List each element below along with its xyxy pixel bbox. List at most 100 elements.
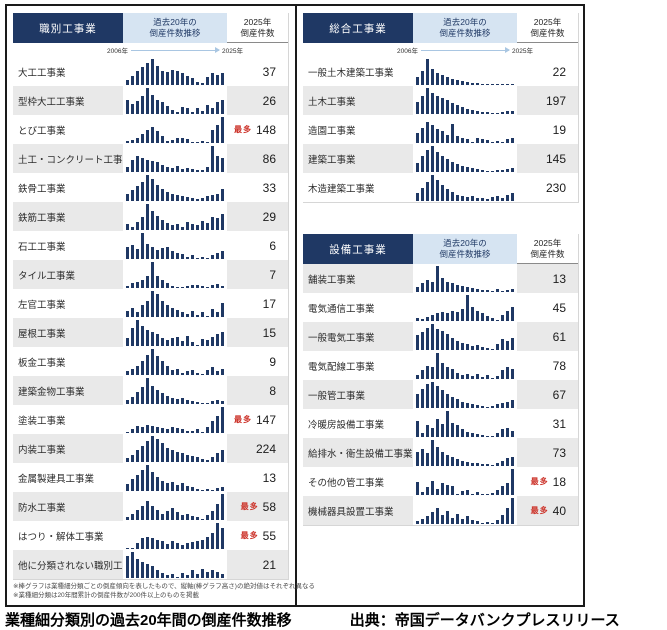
sparkline-bar: [151, 566, 154, 578]
sparkline-bar: [126, 310, 129, 317]
sparkline-bar: [151, 262, 154, 288]
axis-row: 2006年 2025年: [13, 43, 288, 57]
count-cell: 13: [517, 264, 578, 293]
trend-chart-cell: [413, 293, 517, 322]
sparkline-bar: [131, 245, 134, 259]
sparkline-bar: [506, 401, 509, 408]
sparkline-bar: [211, 255, 214, 259]
sparkline-bar: [486, 521, 489, 524]
sparkline-bar: [126, 371, 129, 375]
sparkline-bar: [506, 83, 509, 85]
table-title: 設備工事業: [303, 234, 413, 264]
sparkline-bar: [171, 574, 174, 578]
sparkline-bar: [201, 221, 204, 230]
sparkline-bar: [171, 508, 174, 520]
row-label: 他に分類されない職別工事業: [13, 550, 123, 579]
sparkline-bar: [421, 433, 424, 437]
sparkline-bar: [171, 397, 174, 404]
sparkline-bar: [476, 344, 479, 350]
sparkline-bar: [421, 492, 424, 495]
sparkline-bar: [176, 542, 179, 549]
sparkline-bar: [431, 382, 434, 408]
table-title: 総合工事業: [303, 13, 413, 43]
sparkline-bar: [191, 285, 194, 288]
sparkline-bar: [506, 483, 509, 495]
count-value: 86: [262, 151, 276, 166]
row-label: 一般土木建築工事業: [303, 57, 413, 86]
sparkline-bar: [206, 514, 209, 520]
sparkline-bar: [456, 105, 459, 114]
sparkline-bar: [476, 521, 479, 524]
sparkline-bar: [501, 429, 504, 437]
sparkline-bar: [166, 340, 169, 346]
count-value: 29: [262, 209, 276, 224]
sparkline-bar: [481, 376, 484, 379]
sparkline-bar: [196, 373, 199, 375]
sparkline-bar: [126, 193, 129, 201]
trend-chart-cell: [123, 231, 227, 260]
sparkline-bar: [416, 482, 419, 495]
sparkline-bar: [126, 285, 129, 288]
sparkline-bar: [511, 110, 514, 114]
sparkline-bar: [136, 281, 139, 288]
sparkline-bar: [141, 325, 144, 346]
sparkline-bar: [466, 139, 469, 143]
sparkline-bar: [186, 197, 189, 201]
count-value: 8: [269, 383, 276, 398]
sparkline-bar: [461, 165, 464, 172]
sparkline-bar: [171, 338, 174, 346]
sparkline-bar: [501, 83, 504, 85]
sparkline-bar: [136, 474, 139, 491]
sparkline-bar: [176, 309, 179, 317]
trend-sparkline: [123, 145, 227, 172]
sparkline-bar: [201, 256, 204, 259]
sparkline-bar: [431, 68, 434, 85]
sparkline-bar: [421, 318, 424, 321]
sparkline-bar: [466, 295, 469, 321]
count-cell: 19: [517, 115, 578, 144]
trend-sparkline: [413, 265, 517, 292]
sparkline-bar: [131, 547, 134, 549]
sparkline-bar: [456, 425, 459, 437]
sparkline-bar: [171, 110, 174, 114]
sparkline-bar: [211, 421, 214, 433]
sparkline-bar: [446, 313, 449, 321]
table-header: 総合工事業 過去20年の 倒産件数推移 2025年 倒産件数: [303, 13, 578, 43]
trend-chart-cell: [123, 260, 227, 289]
trend-sparkline: [123, 464, 227, 491]
sparkline-bar: [181, 397, 184, 404]
row-label: 大工工事業: [13, 57, 123, 86]
sparkline-bar: [221, 574, 224, 578]
sparkline-bar: [136, 70, 139, 85]
sparkline-bar: [466, 489, 469, 495]
table-row: 他に分類されない職別工事業 21: [13, 550, 288, 579]
sparkline-bar: [206, 339, 209, 346]
sparkline-bar: [451, 486, 454, 495]
sparkline-bar: [166, 222, 169, 230]
trend-chart-cell: [123, 376, 227, 405]
sparkline-bar: [156, 439, 159, 462]
sparkline-bar: [466, 343, 469, 350]
sparkline-bar: [441, 185, 444, 201]
sparkline-bar: [501, 290, 504, 292]
sparkline-bar: [196, 108, 199, 114]
trend-chart-cell: [413, 496, 517, 525]
sparkline-bar: [216, 284, 219, 288]
sparkline-bar: [451, 102, 454, 114]
sparkline-bar: [186, 256, 189, 259]
table-row: 土工・コンクリート工事業 86: [13, 144, 288, 173]
sparkline-bar: [156, 66, 159, 85]
row-label: 給排水・衛生設備工事業: [303, 438, 413, 467]
count-cell: 78: [517, 351, 578, 380]
trend-chart-cell: [123, 434, 227, 463]
count-column-header: 2025年 倒産件数: [517, 234, 578, 264]
trend-sparkline: [123, 203, 227, 230]
sparkline-bar: [161, 189, 164, 201]
sparkline-bar: [206, 571, 209, 578]
sparkline-bar: [476, 169, 479, 172]
footnote-line: ※棒グラフは業種細分類ごとの倒産傾向を表したもので、縦軸(棒グラフ高さ)の絶対値…: [13, 583, 315, 590]
sparkline-bar: [176, 428, 179, 433]
row-label: その他の管工事業: [303, 467, 413, 496]
sparkline-bar: [496, 520, 499, 524]
sparkline-bar: [206, 315, 209, 317]
